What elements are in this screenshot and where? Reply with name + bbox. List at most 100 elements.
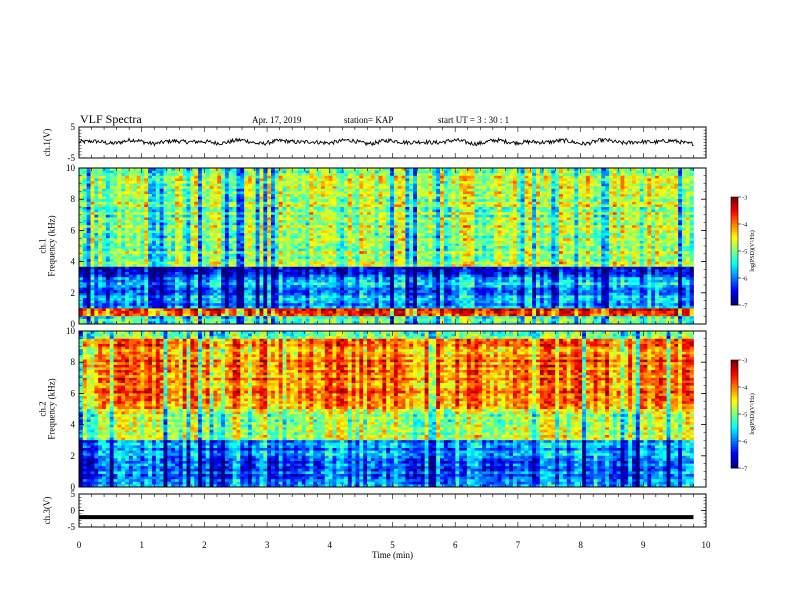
spectrogram-cell xyxy=(544,215,548,218)
spectrogram-cell xyxy=(498,178,502,181)
spectrogram-cell xyxy=(371,204,375,207)
spectrogram-cell xyxy=(298,236,302,239)
spectrogram-cell xyxy=(405,217,409,220)
spectrogram-cell xyxy=(536,189,540,192)
spectrogram-cell xyxy=(597,207,601,210)
spectrogram-cell xyxy=(509,241,513,244)
spectrogram-cell xyxy=(175,191,179,194)
spectrogram-cell xyxy=(617,217,621,220)
spectrogram-cell xyxy=(114,207,118,210)
spectrogram-cell xyxy=(271,186,275,189)
spectrogram-cell xyxy=(678,210,682,213)
spectrogram-cell xyxy=(624,212,628,215)
spectrogram-cell xyxy=(252,191,256,194)
spectrogram-cell xyxy=(605,189,609,192)
spectrogram-cell xyxy=(133,197,137,200)
spectrogram-cell xyxy=(544,173,548,176)
spectrogram-cell xyxy=(501,199,505,202)
spectrogram-cell xyxy=(536,215,540,218)
spectrogram-cell xyxy=(505,191,509,194)
spectrogram-cell xyxy=(94,220,98,223)
spectrogram-cell xyxy=(678,225,682,228)
spectrogram-cell xyxy=(609,197,613,200)
spectrogram-cell xyxy=(475,186,479,189)
spectrogram-cell xyxy=(286,233,290,236)
spectrogram-cell xyxy=(267,199,271,202)
spectrogram-cell xyxy=(252,236,256,239)
spectrogram-cell xyxy=(501,197,505,200)
spectrogram-cell xyxy=(586,202,590,205)
spectrogram-cell xyxy=(202,207,206,210)
spectrogram-cell xyxy=(632,220,636,223)
spectrogram-cell xyxy=(540,207,544,210)
spectrogram-cell xyxy=(597,204,601,207)
spectrogram-cell xyxy=(233,204,237,207)
spectrogram-cell xyxy=(179,194,183,197)
spectrogram-cell xyxy=(114,225,118,228)
spectrogram-cell xyxy=(179,243,183,246)
spectrogram-cell xyxy=(540,189,544,192)
spectrogram-cell xyxy=(260,246,264,249)
spectrogram-cell xyxy=(682,217,686,220)
spectrogram-cell xyxy=(620,173,624,176)
spectrogram-cell xyxy=(379,230,383,233)
spectrogram-cell xyxy=(624,189,628,192)
spectrogram-cell xyxy=(363,241,367,244)
spectrogram-cell xyxy=(137,215,141,218)
spectrogram-cell xyxy=(87,223,91,226)
spectrogram-cell xyxy=(444,212,448,215)
spectrogram-cell xyxy=(202,189,206,192)
spectrogram-cell xyxy=(286,241,290,244)
spectrogram-cell xyxy=(363,220,367,223)
spectrogram-cell xyxy=(125,238,129,241)
spectrogram-cell xyxy=(644,178,648,181)
spectrogram-cell xyxy=(221,223,225,226)
spectrogram-cell xyxy=(244,228,248,231)
spectrogram-cell xyxy=(632,238,636,241)
spectrogram-cell xyxy=(306,238,310,241)
spectrogram-cell xyxy=(390,215,394,218)
spectrogram-cell xyxy=(114,178,118,181)
spectrogram-cell xyxy=(532,225,536,228)
spectrogram-cell xyxy=(140,228,144,231)
spectrogram-cell xyxy=(609,236,613,239)
spectrogram-cell xyxy=(551,210,555,213)
spectrogram-cell xyxy=(336,225,340,228)
spectrogram-cell xyxy=(670,178,674,181)
spectrogram-cell xyxy=(340,217,344,220)
spectrogram-cell xyxy=(179,225,183,228)
spectrogram-cell xyxy=(628,228,632,231)
spectrogram-cell xyxy=(613,204,617,207)
spectrogram-cell xyxy=(133,217,137,220)
spectrogram-cell xyxy=(478,230,482,233)
spectrogram-cell xyxy=(444,184,448,187)
spectrogram-cell xyxy=(532,243,536,246)
spectrogram-cell xyxy=(432,173,436,176)
spectrogram-cell xyxy=(605,220,609,223)
spectrogram-cell xyxy=(286,194,290,197)
spectrogram-cell xyxy=(536,171,540,174)
spectrogram-cell xyxy=(498,171,502,174)
spectrogram-cell xyxy=(428,197,432,200)
spectrogram-cell xyxy=(663,202,667,205)
spectrogram-cell xyxy=(640,178,644,181)
spectrogram-cell xyxy=(187,243,191,246)
spectrogram-cell xyxy=(163,215,167,218)
spectrogram-cell xyxy=(620,176,624,179)
spectrogram-cell xyxy=(240,225,244,228)
spectrogram-cell xyxy=(590,194,594,197)
spectrogram-cell xyxy=(271,230,275,233)
spectrogram-cell xyxy=(455,202,459,205)
spectrogram-cell xyxy=(532,210,536,213)
spectrogram-cell xyxy=(528,199,532,202)
spectrogram-cell xyxy=(594,184,598,187)
spectrogram-cell xyxy=(140,173,144,176)
spectrogram-cell xyxy=(148,238,152,241)
spectrogram-cell xyxy=(267,238,271,241)
spectrogram-cell xyxy=(574,215,578,218)
spectrogram-cell xyxy=(240,210,244,213)
spectrogram-cell xyxy=(563,217,567,220)
spectrogram-cell xyxy=(87,238,91,241)
spectrogram-cell xyxy=(379,217,383,220)
spectrogram-cell xyxy=(359,233,363,236)
